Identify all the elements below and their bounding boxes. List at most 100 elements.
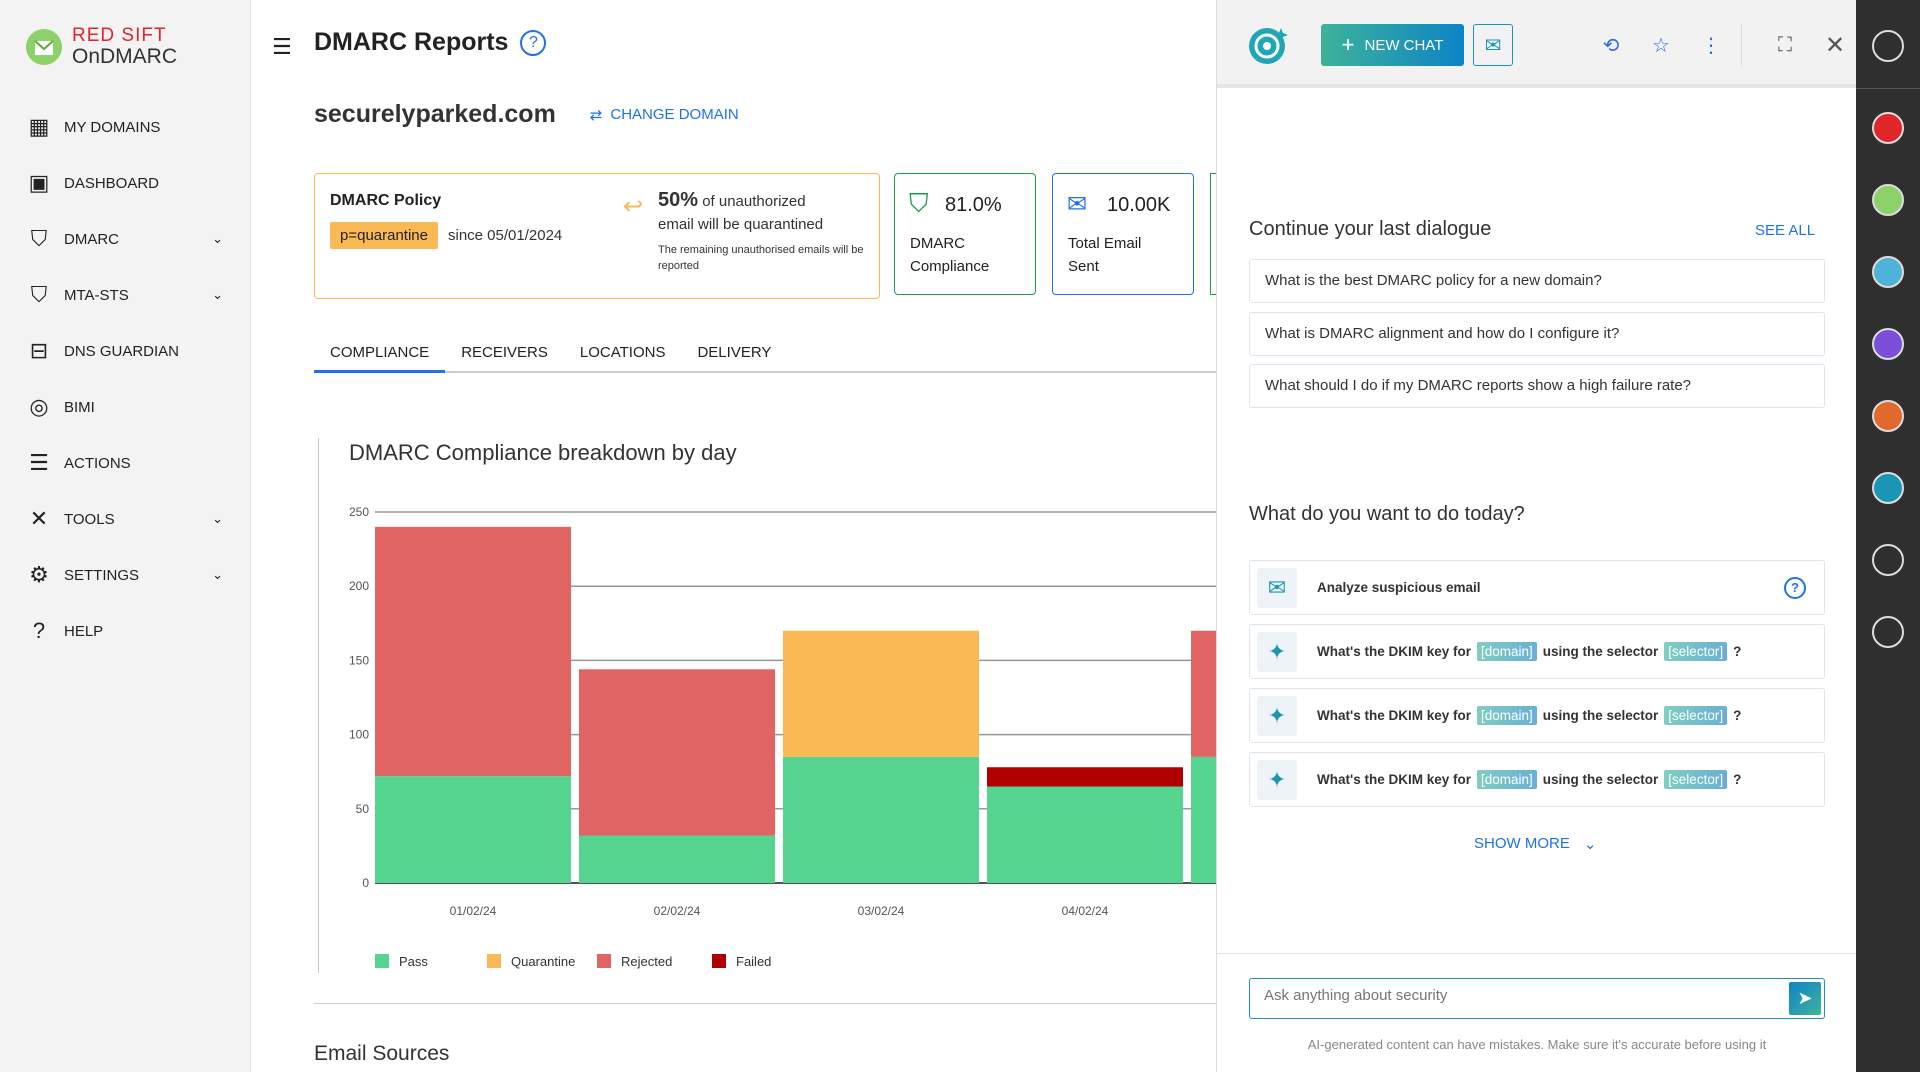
selector-token[interactable]: [selector] [1664,706,1728,725]
sidebar-item-label: BIMI [64,398,95,416]
dns-guardian-icon: ⊟ [29,338,49,363]
y-tick-label: 150 [349,653,369,667]
sidebar-item-mta-sts[interactable]: ⛉ MTA-STS ⌄ [0,275,251,315]
brand-trust-icon[interactable] [1872,328,1904,360]
rocket-icon[interactable] [1872,616,1904,648]
actions-icon: ☰ [29,450,49,475]
bar-segment-pass [375,776,571,883]
domain-token[interactable]: [domain] [1476,770,1537,789]
recent-dialogue-item[interactable]: What is DMARC alignment and how do I con… [1249,312,1825,356]
sidebar-item-dmarc[interactable]: ⛉ DMARC ⌄ [0,219,251,259]
new-chat-button[interactable]: + NEW CHAT [1321,24,1464,66]
mail-icon: ✉ [1067,191,1088,218]
y-tick-label: 200 [349,579,369,593]
prompt-text: ? [1733,772,1742,787]
recent-dialogue-item[interactable]: What is the best DMARC policy for a new … [1249,259,1825,303]
legend-label: Rejected [621,954,672,969]
prompt-text: using the selector [1542,644,1659,659]
policy-desc1: of unauthorized [698,193,806,210]
chat-input[interactable] [1264,987,1764,1004]
chevron-down-icon[interactable]: ⌄ [212,511,223,526]
bar-segment-pass [579,835,775,883]
tools-icon: ✕ [29,506,49,531]
tab-delivery[interactable]: DELIVERY [697,344,772,361]
legend-label: Quarantine [511,954,575,969]
sidebar: RED SIFT OnDMARC ▦ MY DOMAINS ▣ DASHBOARD ⛉ DM… [0,0,251,1072]
stat-value: 10.00K [1107,194,1171,216]
recent-dialogue-item[interactable]: What should I do if my DMARC reports sho… [1249,364,1825,408]
report-tabs: COMPLIANCE RECEIVERS LOCATIONS DELIVERY [314,340,1216,373]
dkim-prompt-action[interactable]: ✦ What's the DKIM key for [domain] using th… [1249,688,1825,743]
selector-token[interactable]: [selector] [1664,770,1728,789]
analyze-email-icon[interactable]: ✉ [1473,24,1513,66]
sidebar-item-bimi[interactable]: ◎ BIMI [0,387,251,427]
stat-label: Total Email [1068,235,1142,252]
asm-icon[interactable] [1872,400,1904,432]
sidebar-item-label: MTA-STS [64,286,129,304]
see-all-link[interactable]: SEE ALL [1755,222,1816,239]
help-icon[interactable]: ? [1784,576,1806,599]
selector-token[interactable]: [selector] [1664,642,1728,661]
legend-swatch [487,954,501,968]
email-sources-title: Email Sources [314,1042,450,1065]
sidebar-item-my-domains[interactable]: ▦ MY DOMAINS [0,107,251,147]
fullscreen-icon[interactable]: ⛶ [1778,33,1792,56]
chevron-down-icon[interactable]: ⌄ [212,231,223,246]
stat-label: DMARC [910,235,965,252]
radar-ai-logo-icon [1249,28,1288,64]
change-domain-label: CHANGE DOMAIN [610,105,739,123]
sidebar-item-dashboard[interactable]: ▣ DASHBOARD [0,163,251,203]
dkim-prompt-action[interactable]: ✦ What's the DKIM key for [domain] using th… [1249,624,1825,679]
stat-label: Compliance [910,258,990,275]
user-icon[interactable] [1872,30,1904,62]
help-icon[interactable]: ? [520,29,547,56]
tools-icon[interactable] [1872,544,1904,576]
show-more-button[interactable]: SHOW MORE ⌄ [1474,835,1596,853]
chevron-down-icon[interactable]: ⌄ [212,287,223,302]
policy-desc2: email will be quarantined [658,216,824,233]
close-icon[interactable]: ✕ [1824,31,1846,59]
prompt-text: ? [1733,644,1742,659]
dashboard-icon: ▣ [28,170,50,195]
y-tick-label: 0 [362,876,369,890]
chevron-down-icon: ⌄ [1583,836,1597,853]
sidebar-item-help[interactable]: ? HELP [0,611,251,651]
star-icon[interactable]: ☆ [1652,34,1670,57]
redsift-icon[interactable] [1872,112,1904,144]
tab-receivers[interactable]: RECEIVERS [461,344,548,361]
history-icon[interactable]: ⟲ [1602,34,1620,57]
plus-icon: + [1341,32,1355,57]
collapse-menu-icon[interactable]: ☰ [272,34,292,59]
legend-label: Failed [736,954,771,969]
prompt-text: using the selector [1542,708,1659,723]
sidebar-item-settings[interactable]: ⚙ SETTINGS ⌄ [0,555,251,595]
legend-swatch [597,954,611,968]
logo[interactable]: RED SIFT OnDMARC [24,26,177,68]
bar-segment-failed [987,767,1183,787]
header-divider [1741,24,1742,66]
tab-locations[interactable]: LOCATIONS [579,344,666,361]
emails-sent-stat-card[interactable]: ✉ 10.00K Total Email Sent [1052,173,1194,295]
more-vert-icon[interactable]: ⋮ [1701,34,1721,57]
chart-title: DMARC Compliance breakdown by day [349,440,737,465]
domain-token[interactable]: [domain] [1476,642,1537,661]
stat-value: 81.0% [945,194,1002,216]
sidebar-item-label: DNS GUARDIAN [64,342,180,360]
analyze-email-action[interactable]: ✉ Analyze suspicious email ? [1249,560,1825,615]
radar-ai-icon[interactable] [1872,472,1904,504]
sidebar-item-label: ACTIONS [64,454,131,472]
send-icon[interactable]: ➤ [1789,982,1821,1015]
change-domain-button[interactable]: ⇄ CHANGE DOMAIN [590,106,739,124]
chevron-down-icon[interactable]: ⌄ [212,567,223,582]
sidebar-item-dns-guardian[interactable]: ⊟ DNS GUARDIAN [0,331,251,371]
tab-compliance[interactable]: COMPLIANCE [314,340,446,373]
certificates-icon[interactable] [1872,256,1904,288]
dkim-prompt-action[interactable]: ✦ What's the DKIM key for [domain] using th… [1249,752,1825,807]
sparkle-icon: ✦ [1257,631,1297,672]
compliance-stat-card[interactable]: ⛉ 81.0% DMARC Compliance [894,173,1036,295]
sidebar-item-tools[interactable]: ✕ TOOLS ⌄ [0,499,251,539]
ondmarc-icon[interactable] [1872,184,1904,216]
sidebar-item-actions[interactable]: ☰ ACTIONS [0,443,251,483]
domain-token[interactable]: [domain] [1476,706,1537,725]
x-tick-label: 01/02/24 [450,904,497,918]
